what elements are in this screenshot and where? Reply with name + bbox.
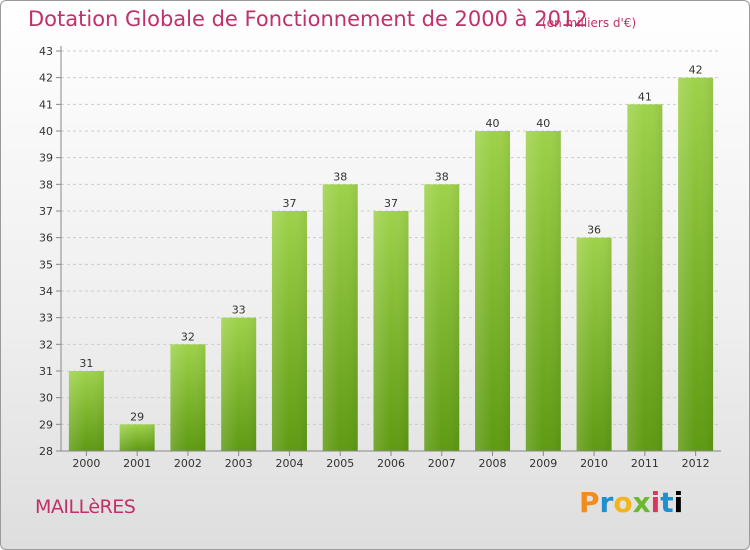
x-tick-label: 2001 bbox=[123, 457, 151, 470]
x-tick-label: 2011 bbox=[631, 457, 659, 470]
logo-letter: o bbox=[613, 486, 633, 519]
logo-letter: r bbox=[599, 486, 614, 519]
bar-shine bbox=[475, 131, 511, 451]
bar-shine bbox=[678, 77, 714, 452]
y-tick-label: 39 bbox=[39, 152, 53, 165]
logo-letter: i bbox=[650, 486, 661, 519]
bar-shine bbox=[627, 104, 663, 451]
bar-shine bbox=[525, 131, 561, 451]
bar-value-label: 40 bbox=[486, 117, 500, 130]
proxiti-logo: Proxiti bbox=[579, 486, 683, 519]
bar-value-label: 33 bbox=[232, 304, 246, 317]
bar-value-label: 42 bbox=[689, 64, 703, 77]
y-tick-label: 32 bbox=[39, 338, 53, 351]
y-tick-label: 29 bbox=[39, 418, 53, 431]
bar-shine bbox=[576, 237, 612, 451]
y-tick-label: 31 bbox=[39, 365, 53, 378]
y-tick-label: 37 bbox=[39, 205, 53, 218]
bar-value-label: 40 bbox=[536, 117, 550, 130]
x-tick-label: 2010 bbox=[580, 457, 608, 470]
bar-shine bbox=[68, 371, 104, 451]
bar-value-label: 38 bbox=[333, 170, 347, 183]
y-tick-label: 34 bbox=[39, 285, 53, 298]
y-tick-label: 43 bbox=[39, 45, 53, 58]
bar-shine bbox=[271, 211, 307, 451]
logo-letter: x bbox=[632, 486, 651, 519]
logo-letter: P bbox=[579, 486, 600, 519]
bar-shine bbox=[373, 211, 409, 451]
y-tick-label: 40 bbox=[39, 125, 53, 138]
bar-value-label: 32 bbox=[181, 330, 195, 343]
x-tick-label: 2008 bbox=[479, 457, 507, 470]
commune-name: MAILLèRES bbox=[35, 496, 136, 518]
bar-shine bbox=[119, 424, 155, 451]
bar-shine bbox=[424, 184, 460, 452]
bar-value-label: 29 bbox=[130, 410, 144, 423]
x-tick-label: 2003 bbox=[225, 457, 253, 470]
x-tick-label: 2009 bbox=[529, 457, 557, 470]
bars: 31 29 32 33 37 38 37 38 40 40 36 41 42 bbox=[68, 64, 714, 452]
axes: 28 29 30 31 32 33 34 35 36 37 38 39 40 41 42 43 2000 2001… bbox=[39, 45, 721, 470]
y-tick-label: 41 bbox=[39, 98, 53, 111]
x-tick-label: 2005 bbox=[326, 457, 354, 470]
y-tick-label: 42 bbox=[39, 72, 53, 85]
bar-value-label: 41 bbox=[638, 90, 652, 103]
x-tick-label: 2012 bbox=[682, 457, 710, 470]
bar-shine bbox=[322, 184, 358, 452]
x-tick-label: 2002 bbox=[174, 457, 202, 470]
logo-letter: t bbox=[660, 486, 674, 519]
x-tick-label: 2000 bbox=[72, 457, 100, 470]
chart-title: Dotation Globale de Fonctionnement de 20… bbox=[28, 7, 588, 31]
bar-value-label: 37 bbox=[384, 197, 398, 210]
bar-shine bbox=[221, 317, 257, 451]
x-tick-label: 2004 bbox=[275, 457, 303, 470]
y-tick-label: 36 bbox=[39, 232, 53, 245]
y-tick-label: 35 bbox=[39, 258, 53, 271]
logo-letter: i bbox=[673, 486, 684, 519]
bar-value-label: 31 bbox=[79, 357, 93, 370]
y-tick-label: 38 bbox=[39, 178, 53, 191]
bar-value-label: 38 bbox=[435, 170, 449, 183]
bar-value-label: 36 bbox=[587, 224, 601, 237]
x-tick-label: 2006 bbox=[377, 457, 405, 470]
bar-value-label: 37 bbox=[282, 197, 296, 210]
y-tick-label: 28 bbox=[39, 445, 53, 458]
y-tick-label: 30 bbox=[39, 392, 53, 405]
bar-shine bbox=[170, 344, 206, 451]
chart-unit: (en milliers d'€) bbox=[542, 16, 637, 30]
y-tick-label: 33 bbox=[39, 312, 53, 325]
x-tick-label: 2007 bbox=[428, 457, 456, 470]
